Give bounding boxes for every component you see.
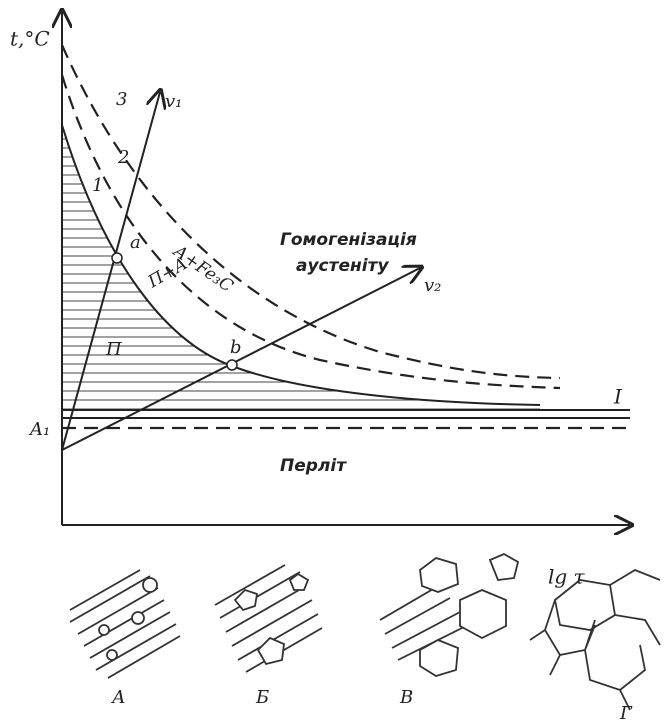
panel-label: А (110, 687, 126, 708)
page: t,°C lg τ 3 2 1 v₁ v₂ a b А+Fe₃C П+А П Г… (0, 0, 664, 725)
sketch (215, 565, 322, 672)
sketch (70, 570, 180, 678)
region-label: П (105, 339, 122, 360)
ray-label: v₂ (424, 275, 441, 296)
curve-label: 3 (116, 89, 127, 110)
x-axis-label: lg τ (548, 565, 586, 589)
sketch (380, 554, 518, 676)
point (112, 253, 122, 263)
region-label: Перліт (280, 456, 347, 476)
point-label: b (230, 337, 242, 358)
panel-label: Г (619, 703, 633, 724)
region-label: A₁ (28, 419, 50, 440)
ray-label: v₁ (165, 91, 182, 112)
y-axis-label: t,°C (10, 27, 50, 51)
point-label: a (130, 232, 141, 253)
panel-label: Б (255, 687, 269, 708)
point (227, 360, 237, 370)
region-label: I (613, 385, 623, 409)
sketch (530, 570, 660, 710)
region-label: П+А (144, 254, 191, 293)
region-label: аустеніту (296, 256, 389, 276)
diagram: t,°C lg τ 3 2 1 v₁ v₂ a b А+Fe₃C П+А П Г… (0, 0, 664, 725)
panel-label: В (399, 687, 413, 708)
curve-label: 2 (117, 147, 129, 168)
region-label: Гомогенізація (280, 230, 417, 250)
curve-label: 1 (92, 175, 103, 196)
